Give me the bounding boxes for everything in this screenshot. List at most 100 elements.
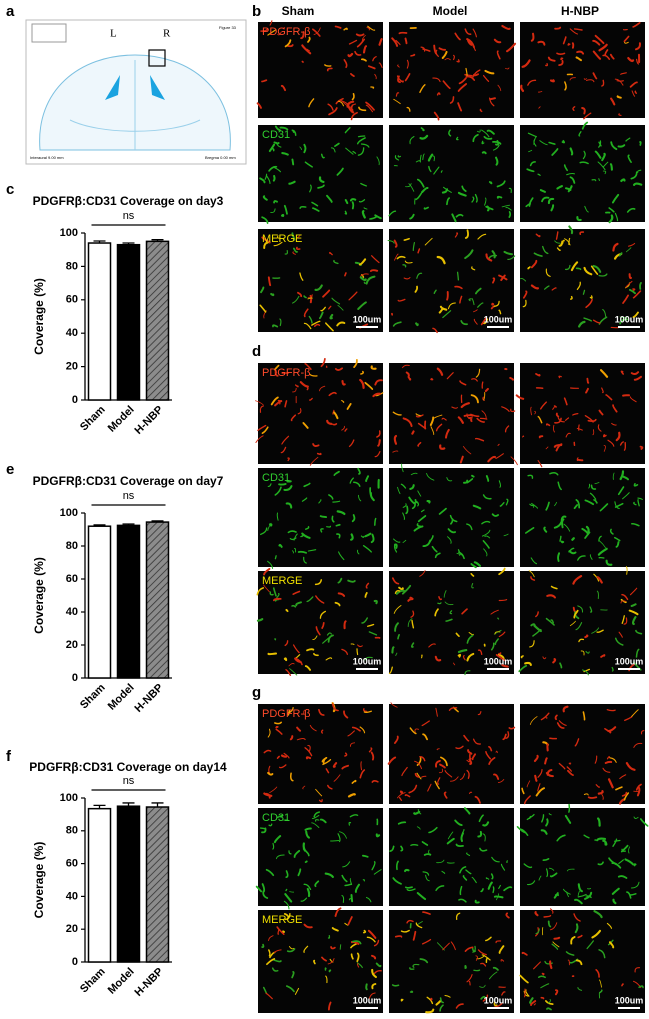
vessel <box>477 302 484 308</box>
vessel <box>545 446 549 450</box>
vessel <box>339 831 347 839</box>
vessel <box>396 255 406 260</box>
vessel <box>426 472 435 481</box>
vessel <box>598 949 606 959</box>
vessel <box>422 911 431 915</box>
vessel <box>403 237 410 241</box>
vessel <box>442 942 450 951</box>
vessel <box>453 54 455 61</box>
vessel <box>343 59 348 69</box>
vessel <box>394 935 403 938</box>
vessel <box>357 135 366 138</box>
vessel <box>260 286 265 294</box>
vessel <box>291 232 296 241</box>
vessel <box>633 742 643 748</box>
error-bar <box>151 802 164 808</box>
vessel <box>509 376 515 381</box>
vessel <box>347 730 355 737</box>
vessel <box>599 503 609 512</box>
vessel <box>592 264 602 273</box>
vessel <box>436 367 444 376</box>
vessel <box>401 584 412 595</box>
vessel <box>268 523 273 527</box>
vessel <box>267 771 274 776</box>
vessel <box>306 887 311 898</box>
vessel <box>365 104 374 113</box>
vessel <box>427 783 432 792</box>
vessel <box>433 166 440 175</box>
vessel <box>262 195 268 201</box>
bar <box>145 806 170 963</box>
vessel <box>368 992 376 1000</box>
scale-bar-label: 100um <box>353 656 382 666</box>
vessel <box>337 100 344 107</box>
vessel <box>548 813 552 816</box>
vessel <box>436 92 441 96</box>
vessel <box>466 634 474 644</box>
vessel <box>332 409 335 415</box>
vessel <box>354 50 362 56</box>
vessel <box>464 946 474 952</box>
vessel <box>564 814 572 824</box>
vessel <box>367 25 376 31</box>
vessel <box>554 989 559 996</box>
vessel <box>322 289 331 298</box>
vessel <box>625 762 636 771</box>
vessel <box>417 248 421 254</box>
vessel <box>370 365 377 370</box>
vessel <box>325 657 333 661</box>
vessel <box>524 661 532 666</box>
vessel <box>459 866 467 874</box>
vessel <box>483 548 488 557</box>
vessel <box>482 74 490 82</box>
vessel <box>556 834 566 842</box>
vessel <box>550 585 558 590</box>
vessel <box>609 528 614 535</box>
vessel <box>273 959 282 963</box>
vessel <box>605 559 613 566</box>
vessel <box>471 298 475 306</box>
vessel <box>425 1008 435 1014</box>
vessel <box>457 83 467 92</box>
micrograph <box>258 125 383 224</box>
vessel <box>344 210 348 215</box>
vessel <box>439 997 444 1004</box>
vessel <box>413 525 424 532</box>
vessel <box>274 555 277 560</box>
vessel <box>274 167 282 173</box>
vessel <box>594 34 605 45</box>
vessel <box>319 610 327 619</box>
vessel <box>601 79 605 87</box>
vessel <box>374 451 381 458</box>
vessel <box>325 365 328 369</box>
vessel <box>294 987 300 995</box>
vessel <box>545 617 555 626</box>
vessel <box>315 788 323 797</box>
vessel <box>341 425 345 431</box>
vessel <box>604 49 609 56</box>
vessel <box>315 626 321 636</box>
vessel <box>614 502 624 508</box>
vessel <box>464 73 473 77</box>
vessel <box>557 481 562 491</box>
vessel <box>615 541 620 548</box>
micrograph <box>258 467 383 569</box>
vessel <box>474 437 485 442</box>
atlas-inset <box>31 23 67 43</box>
vessel <box>312 28 321 37</box>
vessel <box>619 774 627 780</box>
vessel <box>501 24 511 30</box>
vessel <box>297 408 302 415</box>
vessel <box>396 75 403 83</box>
vessel <box>397 155 401 158</box>
vessel <box>261 216 269 224</box>
vessel <box>496 180 506 188</box>
vessel <box>540 983 550 989</box>
vessel <box>567 769 574 776</box>
vessel <box>572 575 583 585</box>
vessel <box>543 914 552 918</box>
vessel <box>306 648 315 652</box>
vessel <box>493 1001 498 1007</box>
vessel <box>556 185 563 190</box>
atlas <box>25 19 247 165</box>
